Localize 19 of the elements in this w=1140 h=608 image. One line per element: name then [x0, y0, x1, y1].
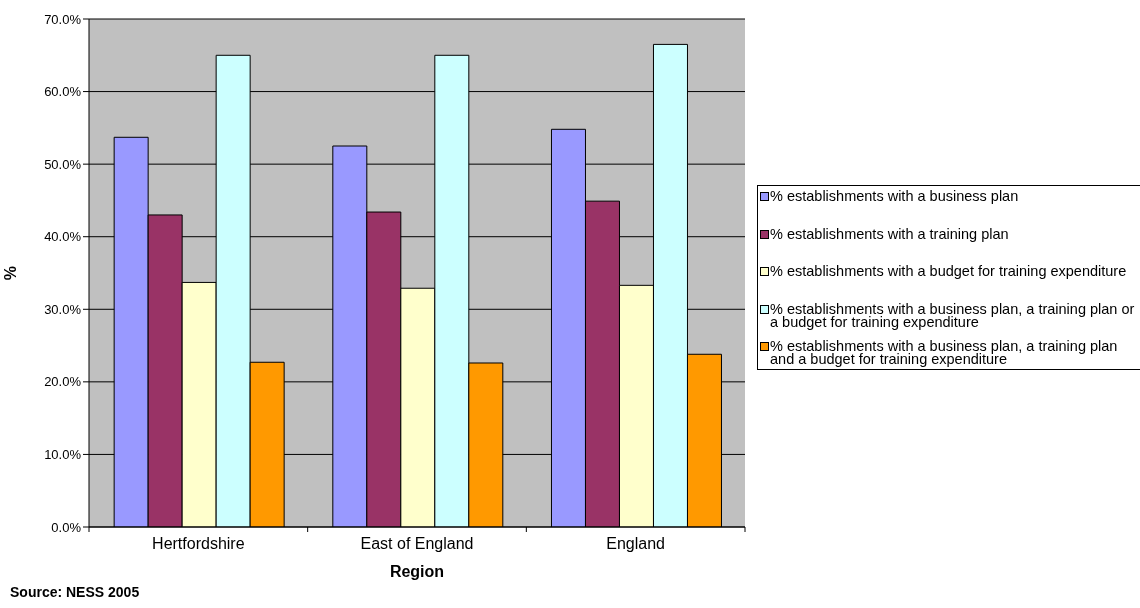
- x-tick-label: England: [606, 535, 666, 552]
- y-tick-label: 30.0%: [44, 301, 82, 317]
- legend-label: % establishments with a business plan, a training plan or a budget for training expenditure: [770, 300, 1136, 330]
- x-tick-label: East of England: [360, 535, 474, 552]
- y-tick-label: 60.0%: [44, 84, 82, 100]
- legend-label: % establishments with a business plan, a training plan and a budget for training expenditure: [770, 338, 1119, 367]
- y-tick-label: 0.0%: [51, 519, 82, 535]
- y-tick-label: 70.0%: [44, 11, 82, 27]
- y-tick-label: 40.0%: [44, 229, 82, 245]
- source-note: Source: NESS 2005: [10, 584, 140, 600]
- legend-label: % establishments with a training plan: [770, 225, 1010, 242]
- y-tick-label: 10.0%: [44, 447, 82, 463]
- x-tick-label: Hertfordshire: [152, 535, 245, 552]
- x-axis-title: Region: [389, 563, 445, 580]
- y-axis-title: %: [1, 265, 19, 281]
- legend-label: % establishments with a business plan: [770, 188, 1020, 204]
- y-tick-label: 20.0%: [44, 374, 82, 390]
- y-tick-label: 50.0%: [44, 156, 82, 172]
- legend-label: % establishments with a budget for training expenditure: [770, 263, 1128, 279]
